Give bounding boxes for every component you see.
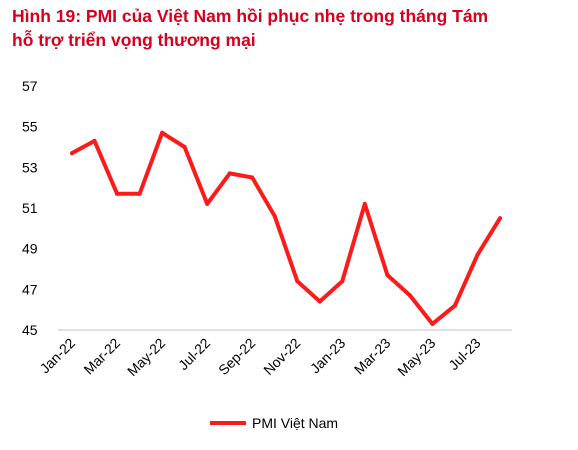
data-point [250, 175, 255, 180]
data-point [452, 303, 457, 308]
y-tick-label: 51 [22, 200, 38, 216]
x-tick-label: Mar-23 [351, 335, 394, 378]
y-axis: 45 47 49 51 53 55 57 [22, 78, 38, 338]
data-point [295, 279, 300, 284]
data-point [385, 273, 390, 278]
data-point [70, 151, 74, 156]
x-tick-label: Sep-22 [215, 335, 258, 378]
x-axis: Jan-22 Mar-22 May-22 Jul-22 Sep-22 Nov-22 Jan-… [37, 335, 484, 379]
data-point [272, 214, 277, 219]
chart-title-line1: Hình 19: PMI của Việt Nam hồi phục nhẹ t… [12, 6, 489, 26]
data-point [227, 171, 232, 176]
data-point [340, 279, 345, 284]
legend: PMI Việt Nam [210, 415, 338, 431]
x-tick-label: Jan-23 [307, 335, 349, 377]
y-tick-label: 45 [22, 322, 38, 338]
chart-title-line2: hỗ trợ triển vọng thương mại [12, 30, 256, 50]
y-tick-label: 47 [22, 281, 38, 297]
y-tick-label: 53 [22, 159, 38, 175]
x-tick-label: Mar-22 [80, 335, 123, 378]
data-point [92, 138, 97, 143]
data-point [115, 191, 120, 196]
data-point [407, 293, 412, 298]
x-tick-label: Jan-22 [37, 335, 79, 377]
x-tick-label: Nov-22 [260, 335, 303, 378]
legend-label: PMI Việt Nam [252, 415, 338, 431]
series-group [70, 130, 502, 326]
y-tick-label: 55 [22, 119, 38, 135]
series-line-pmi-viet-nam [70, 130, 502, 326]
chart-title: Hình 19: PMI của Việt Nam hồi phục nhẹ t… [12, 4, 572, 52]
y-tick-label: 49 [22, 241, 38, 257]
x-tick-label: May-22 [124, 335, 168, 379]
x-tick-label: May-23 [394, 335, 438, 379]
x-tick-label: Jul-22 [175, 335, 213, 373]
x-tick-label: Jul-23 [445, 335, 483, 373]
data-point [362, 201, 367, 206]
data-point [160, 130, 165, 135]
data-point [182, 145, 187, 149]
data-point [205, 201, 210, 206]
data-point [137, 191, 142, 196]
data-point [498, 216, 502, 221]
data-point [475, 252, 480, 257]
y-tick-label: 57 [22, 78, 38, 94]
data-point [430, 321, 435, 326]
data-point [317, 299, 322, 304]
